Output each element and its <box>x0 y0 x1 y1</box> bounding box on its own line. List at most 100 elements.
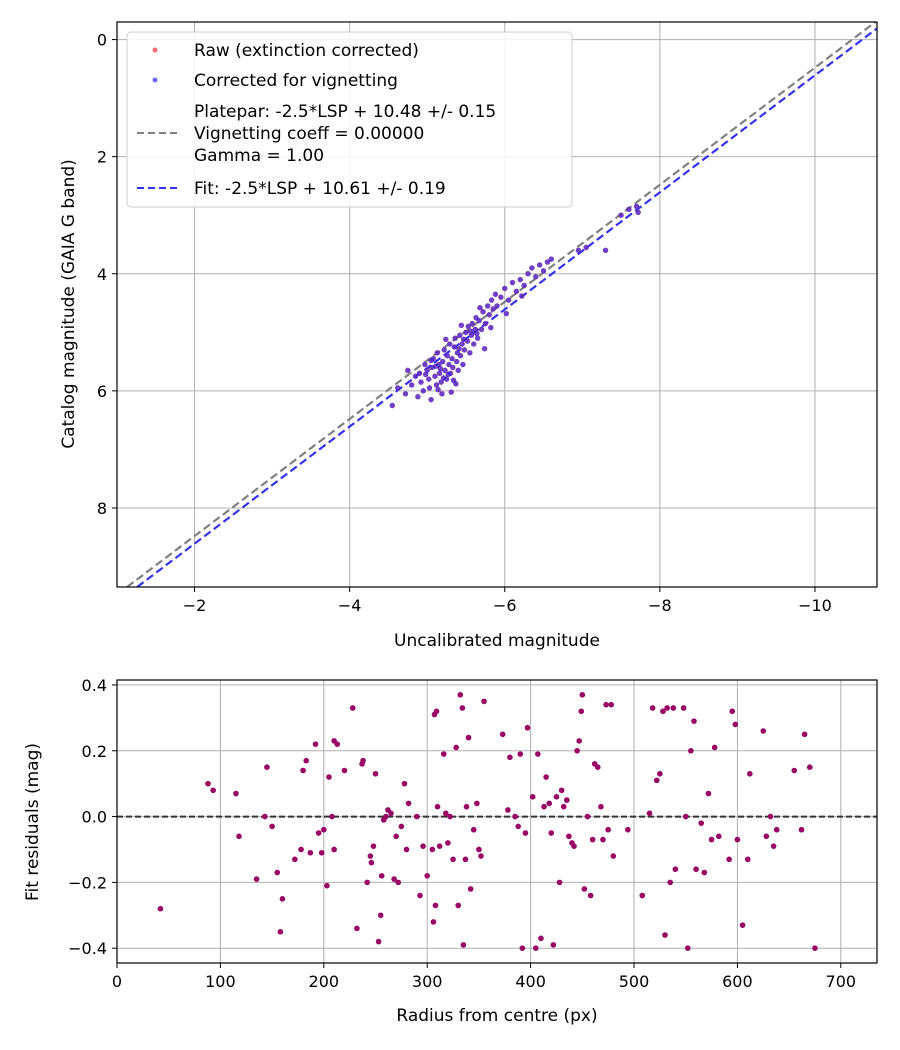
bottom-residual-point <box>563 797 570 803</box>
bottom-residual-point <box>420 843 426 849</box>
bottom-residual-point <box>375 938 382 945</box>
top-corrected-point <box>455 367 461 374</box>
top-corrected-point <box>465 323 472 330</box>
top-x-tick-label: −8 <box>648 596 672 615</box>
top-y-tick-label: 8 <box>97 499 107 518</box>
top-y-tick-label: 2 <box>97 148 107 167</box>
bottom-residual-point <box>405 800 412 807</box>
bottom-residual-point <box>739 922 746 928</box>
top-corrected-point <box>418 379 424 385</box>
top-corrected-point <box>444 353 451 359</box>
bottom-residual-point <box>467 886 474 892</box>
bottom-residual-point <box>307 849 314 856</box>
bottom-residual-point <box>393 833 399 840</box>
bottom-residual-point <box>463 803 470 810</box>
bottom-y-tick-label: −0.4 <box>68 939 107 958</box>
bottom-residual-point <box>205 780 211 787</box>
bottom-residual-point <box>603 701 609 708</box>
top-corrected-point <box>536 262 543 268</box>
bottom-residual-point <box>429 846 436 853</box>
top-fit-lines <box>126 21 878 588</box>
bottom-residual-point <box>368 859 375 866</box>
bottom-plot-frame <box>116 679 878 964</box>
top-corrected-point <box>635 209 641 215</box>
top-corrected-point <box>548 256 554 262</box>
bottom-residual-point <box>541 803 547 810</box>
bottom-residual-point <box>657 770 663 777</box>
top-corrected-point <box>439 391 445 397</box>
bottom-residual-point <box>566 833 572 840</box>
top-corrected-point <box>440 375 447 381</box>
bottom-residual-point <box>581 886 588 892</box>
bottom-residual-point <box>499 731 506 738</box>
top-corrected-point <box>540 268 547 274</box>
bottom-residual-point <box>455 902 462 909</box>
top-corrected-point <box>422 371 429 378</box>
bottom-residual-point <box>524 724 531 731</box>
top-corrected-point <box>436 370 443 376</box>
bottom-residual-point <box>532 945 539 951</box>
top-corrected-point <box>460 361 466 368</box>
bottom-residual-point <box>460 942 467 948</box>
bottom-residual-point <box>515 823 521 830</box>
bottom-residual-point <box>430 919 437 925</box>
top-corrected-point <box>432 373 438 379</box>
top-corrected-point <box>544 259 551 265</box>
bottom-residual-point <box>370 843 377 849</box>
bottom-residual-point <box>556 879 563 886</box>
top-corrected-point <box>633 203 640 210</box>
bottom-residual-point <box>364 879 371 886</box>
bottom-residual-point <box>670 705 677 711</box>
top-corrected-point <box>525 271 531 277</box>
top-corrected-point <box>467 350 473 356</box>
legend-corrected-marker <box>152 77 158 83</box>
bottom-residual-point <box>329 813 335 820</box>
bottom-residual-point <box>378 872 385 879</box>
bottom-residual-point <box>432 902 439 909</box>
bottom-x-tick-label: 100 <box>205 972 236 991</box>
top-corrected-point <box>424 367 430 374</box>
top-corrected-point <box>405 367 411 374</box>
top-corrected-point <box>480 309 486 315</box>
top-corrected-point <box>389 402 396 409</box>
bottom-residual-point <box>507 754 513 761</box>
top-y-tick-label: 0 <box>97 31 107 50</box>
legend-corrected-label: Corrected for vignetting <box>194 71 398 91</box>
top-corrected-point <box>422 361 428 368</box>
top-corrected-point <box>490 306 496 312</box>
bottom-residual-point <box>667 879 673 886</box>
bottom-residual-point <box>436 843 443 849</box>
top-corrected-point <box>467 328 474 334</box>
top-corrected-point <box>471 341 477 347</box>
bottom-y-tick-label: −0.2 <box>68 873 107 892</box>
top-corrected-point <box>463 329 469 336</box>
bottom-residual-point <box>391 876 397 882</box>
top-corrected-point <box>602 247 609 254</box>
top-corrected-point <box>529 265 535 271</box>
top-corrected-point <box>461 347 468 353</box>
bottom-residual-point <box>578 708 585 715</box>
bottom-residual-point <box>726 856 732 863</box>
top-corrected-point <box>469 320 475 327</box>
top-corrected-point <box>583 244 589 251</box>
bottom-residual-point <box>688 747 694 754</box>
bottom-residual-point <box>587 892 594 899</box>
top-corrected-point <box>513 288 520 295</box>
top-corrected-point <box>426 376 432 382</box>
bottom-x-axis-label: Radius from centre (px) <box>396 1006 597 1026</box>
bottom-residual-point <box>672 866 679 873</box>
bottom-residual-point <box>543 774 549 780</box>
top-corrected-point <box>452 335 458 341</box>
top-corrected-point <box>437 365 444 372</box>
top-corrected-point <box>502 285 508 292</box>
bottom-y-tick-label: 0.2 <box>82 742 107 761</box>
top-y-axis-label: Catalog magnitude (GAIA G band) <box>59 159 79 449</box>
top-corrected-point <box>446 361 452 368</box>
top-corrected-point <box>618 212 624 218</box>
bottom-residual-point <box>653 777 660 784</box>
top-corrected-point <box>440 358 446 365</box>
top-corrected-point <box>428 396 434 403</box>
top-corrected-point <box>402 391 409 397</box>
top-corrected-point <box>457 332 463 338</box>
